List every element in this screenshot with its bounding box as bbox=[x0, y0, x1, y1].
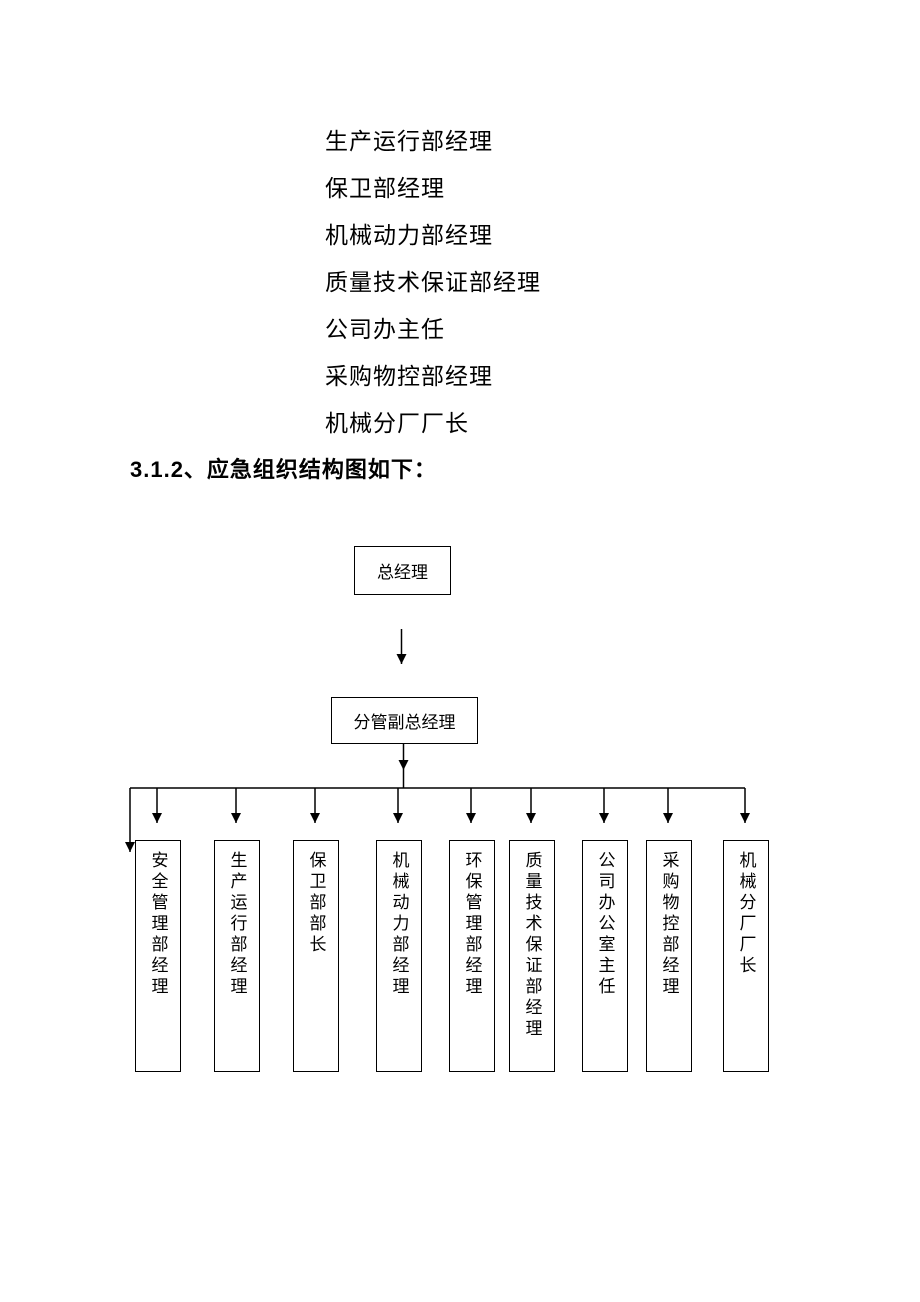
role-item: 保卫部经理 bbox=[325, 165, 541, 212]
role-item: 机械分厂厂长 bbox=[325, 400, 541, 447]
section-heading: 3.1.2、应急组织结构图如下： bbox=[130, 452, 437, 484]
org-top-box: 总经理 bbox=[354, 546, 451, 595]
org-leaf-box: 公司办公室主任 bbox=[582, 840, 628, 1072]
org-leaf-box: 生产运行部经理 bbox=[214, 840, 260, 1072]
org-mid-box: 分管副总经理 bbox=[331, 697, 478, 744]
org-leaf-box: 保卫部部长 bbox=[293, 840, 339, 1072]
role-item: 公司办主任 bbox=[325, 306, 541, 353]
org-leaf-box: 安全管理部经理 bbox=[135, 840, 181, 1072]
org-leaf-box: 机械动力部经理 bbox=[376, 840, 422, 1072]
role-item: 生产运行部经理 bbox=[325, 118, 541, 165]
role-item: 机械动力部经理 bbox=[325, 212, 541, 259]
org-leaf-box: 机械分厂厂长 bbox=[723, 840, 769, 1072]
org-leaf-box: 质量技术保证部经理 bbox=[509, 840, 555, 1072]
role-item: 质量技术保证部经理 bbox=[325, 259, 541, 306]
role-item: 采购物控部经理 bbox=[325, 353, 541, 400]
org-leaf-box: 环保管理部经理 bbox=[449, 840, 495, 1072]
org-leaf-box: 采购物控部经理 bbox=[646, 840, 692, 1072]
role-list: 生产运行部经理 保卫部经理 机械动力部经理 质量技术保证部经理 公司办主任 采购… bbox=[325, 118, 541, 447]
